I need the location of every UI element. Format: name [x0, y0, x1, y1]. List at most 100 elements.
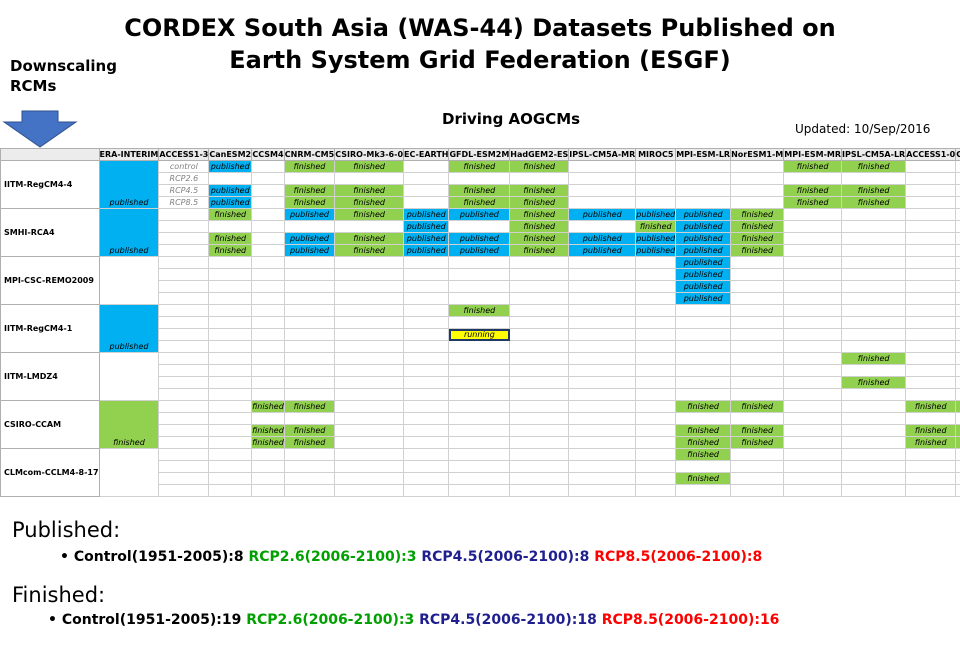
status-cell: finished [448, 304, 511, 317]
status-cell [334, 268, 405, 281]
rcm-name: IITM-RegCM4-1 [0, 304, 100, 353]
status-cell [208, 424, 253, 437]
status-cell [158, 256, 210, 269]
status-cell [841, 256, 907, 269]
status-cell [251, 172, 285, 185]
status-cell [158, 388, 210, 401]
status-cell [730, 160, 785, 173]
status-cell [568, 400, 637, 413]
status-cell [568, 424, 637, 437]
status-cell [905, 232, 957, 245]
status-cell [509, 304, 570, 317]
status-cell [841, 316, 907, 329]
status-cell [955, 196, 960, 209]
status-cell: published [448, 208, 511, 221]
status-cell: finished [905, 436, 957, 449]
status-cell [251, 328, 285, 341]
status-cell [283, 364, 336, 377]
status-cell [783, 364, 843, 377]
status-cell [783, 388, 843, 401]
downscaling-label-line-1: Downscaling [10, 57, 117, 75]
status-cell [208, 412, 253, 425]
status-cell: finished [675, 472, 732, 485]
column-header: HadGEM2-ES [509, 148, 570, 161]
status-cell [283, 340, 336, 353]
status-cell [334, 328, 405, 341]
status-cell: published [283, 208, 336, 221]
status-cell [403, 196, 450, 209]
status-cell [675, 304, 732, 317]
status-cell: finished [334, 196, 405, 209]
status-cell [730, 328, 785, 341]
status-cell [783, 232, 843, 245]
status-cell [283, 352, 336, 365]
table-row: MPI-CSC-REMO2009 published [0, 256, 960, 305]
status-cell [730, 472, 785, 485]
status-cell: finished [334, 160, 405, 173]
status-cell [905, 172, 957, 185]
status-cell: published [675, 208, 732, 221]
status-cell [251, 220, 285, 233]
status-cell: finished [208, 208, 253, 221]
status-cell: finished [730, 400, 785, 413]
status-cell [568, 160, 637, 173]
status-cell [403, 328, 450, 341]
status-cell [841, 292, 907, 305]
status-cell: finished [334, 208, 405, 221]
status-cell [251, 448, 285, 461]
status-cell: published [675, 220, 732, 233]
status-cell [334, 304, 405, 317]
era-interim-cell [98, 448, 160, 497]
status-cell [905, 184, 957, 197]
status-cell: finished [783, 196, 843, 209]
status-cell [283, 448, 336, 461]
status-cell [841, 220, 907, 233]
status-cell [905, 364, 957, 377]
status-cell [208, 352, 253, 365]
status-cell [635, 448, 677, 461]
bullet-icon: • [48, 612, 57, 628]
status-cell [251, 280, 285, 293]
status-cell [509, 484, 570, 497]
status-cell [635, 316, 677, 329]
status-cell [568, 256, 637, 269]
status-cell [448, 400, 511, 413]
status-cell: RCP8.5 [158, 196, 210, 209]
status-cell [955, 268, 960, 281]
status-cell [403, 292, 450, 305]
status-cell [905, 244, 957, 257]
status-cell [905, 352, 957, 365]
finished-heading: Finished: [12, 583, 106, 607]
status-cell: published [635, 244, 677, 257]
status-cell [675, 412, 732, 425]
status-cell [783, 352, 843, 365]
status-cell: finished [509, 160, 570, 173]
status-cell [841, 400, 907, 413]
status-cell [334, 316, 405, 329]
status-cell [841, 424, 907, 437]
table-row: finished [1, 472, 960, 485]
status-cell [635, 328, 677, 341]
status-cell [783, 472, 843, 485]
status-cell [730, 340, 785, 353]
status-cell [905, 376, 957, 389]
status-cell [730, 448, 785, 461]
status-cell [841, 172, 907, 185]
status-cell [730, 376, 785, 389]
status-cell [334, 484, 405, 497]
status-cell [283, 328, 336, 341]
status-cell [208, 340, 253, 353]
status-cell [158, 400, 210, 413]
table-row [1, 316, 960, 329]
status-cell: finished [251, 424, 285, 437]
status-cell [568, 280, 637, 293]
status-cell: finished [283, 160, 336, 173]
status-cell [955, 484, 960, 497]
status-cell [841, 484, 907, 497]
status-cell [783, 328, 843, 341]
status-cell [955, 172, 960, 185]
status-cell: finished [334, 244, 405, 257]
status-cell: running [448, 328, 511, 341]
status-cell: finished [251, 436, 285, 449]
status-cell: published [675, 232, 732, 245]
